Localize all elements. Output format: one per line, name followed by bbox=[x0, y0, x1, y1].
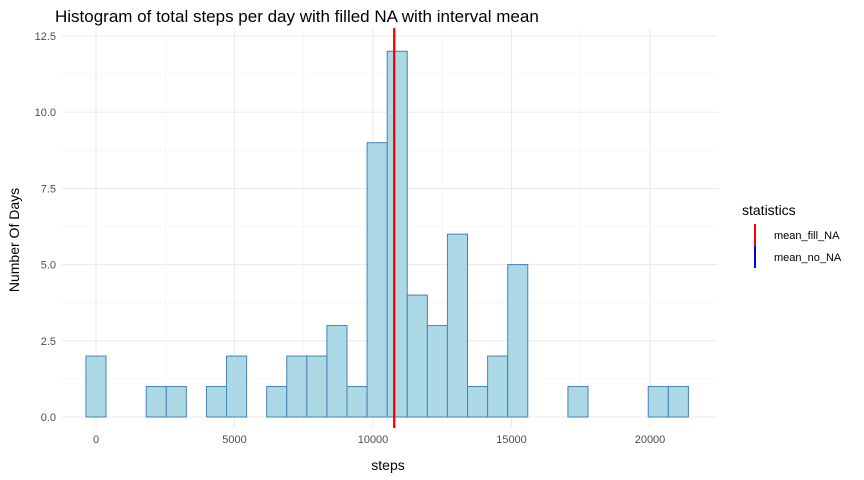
y-tick-label: 7.5 bbox=[41, 183, 56, 195]
y-tick-label: 2.5 bbox=[41, 336, 56, 348]
y-tick-label: 12.5 bbox=[35, 31, 56, 43]
x-tick-label: 15000 bbox=[496, 434, 527, 446]
histogram-bar bbox=[306, 355, 328, 418]
histogram-bar bbox=[406, 294, 428, 418]
histogram-bar bbox=[647, 386, 669, 418]
y-tick-label: 10.0 bbox=[35, 107, 56, 119]
x-tick-label: 20000 bbox=[635, 434, 666, 446]
histogram-bars bbox=[85, 50, 689, 418]
histogram-bar bbox=[386, 50, 408, 418]
histogram-bar bbox=[487, 355, 509, 418]
histogram-bar bbox=[205, 386, 228, 418]
histogram-bar bbox=[467, 386, 489, 418]
histogram-bar bbox=[165, 386, 187, 418]
histogram-bar bbox=[507, 264, 529, 418]
y-tick-label: 0.0 bbox=[41, 412, 56, 424]
legend: statistics mean_fill_NA mean_no_NA bbox=[742, 202, 842, 268]
histogram-bar bbox=[286, 355, 308, 418]
legend-label: mean_no_NA bbox=[774, 252, 842, 264]
x-tick-label: 5000 bbox=[222, 434, 246, 446]
histogram-bar bbox=[366, 142, 388, 418]
histogram-bar bbox=[85, 355, 107, 418]
legend-title: statistics bbox=[742, 202, 796, 218]
legend-label: mean_fill_NA bbox=[774, 230, 840, 242]
histogram-bar bbox=[567, 386, 589, 418]
histogram-bar bbox=[266, 386, 288, 418]
histogram-bar bbox=[346, 386, 368, 418]
x-tick-label: 10000 bbox=[358, 434, 389, 446]
y-tick-label: 5.0 bbox=[41, 260, 56, 272]
histogram-bar bbox=[326, 325, 348, 418]
y-axis-title: Number Of Days bbox=[6, 188, 22, 292]
histogram-bar bbox=[667, 386, 689, 418]
chart-title: Histogram of total steps per day with fi… bbox=[55, 7, 539, 26]
histogram-bar bbox=[145, 386, 167, 418]
histogram-bar bbox=[426, 325, 448, 418]
axis-ticks: 0 5000 10000 15000 20000 0.0 2.5 5.0 7.5 10.0 12.5 bbox=[35, 31, 666, 446]
histogram-bar bbox=[446, 233, 469, 418]
histogram-bar bbox=[226, 355, 248, 418]
x-tick-label: 0 bbox=[93, 434, 99, 446]
legend-keys: mean_fill_NA mean_no_NA bbox=[746, 224, 842, 268]
x-axis-title: steps bbox=[371, 457, 404, 473]
